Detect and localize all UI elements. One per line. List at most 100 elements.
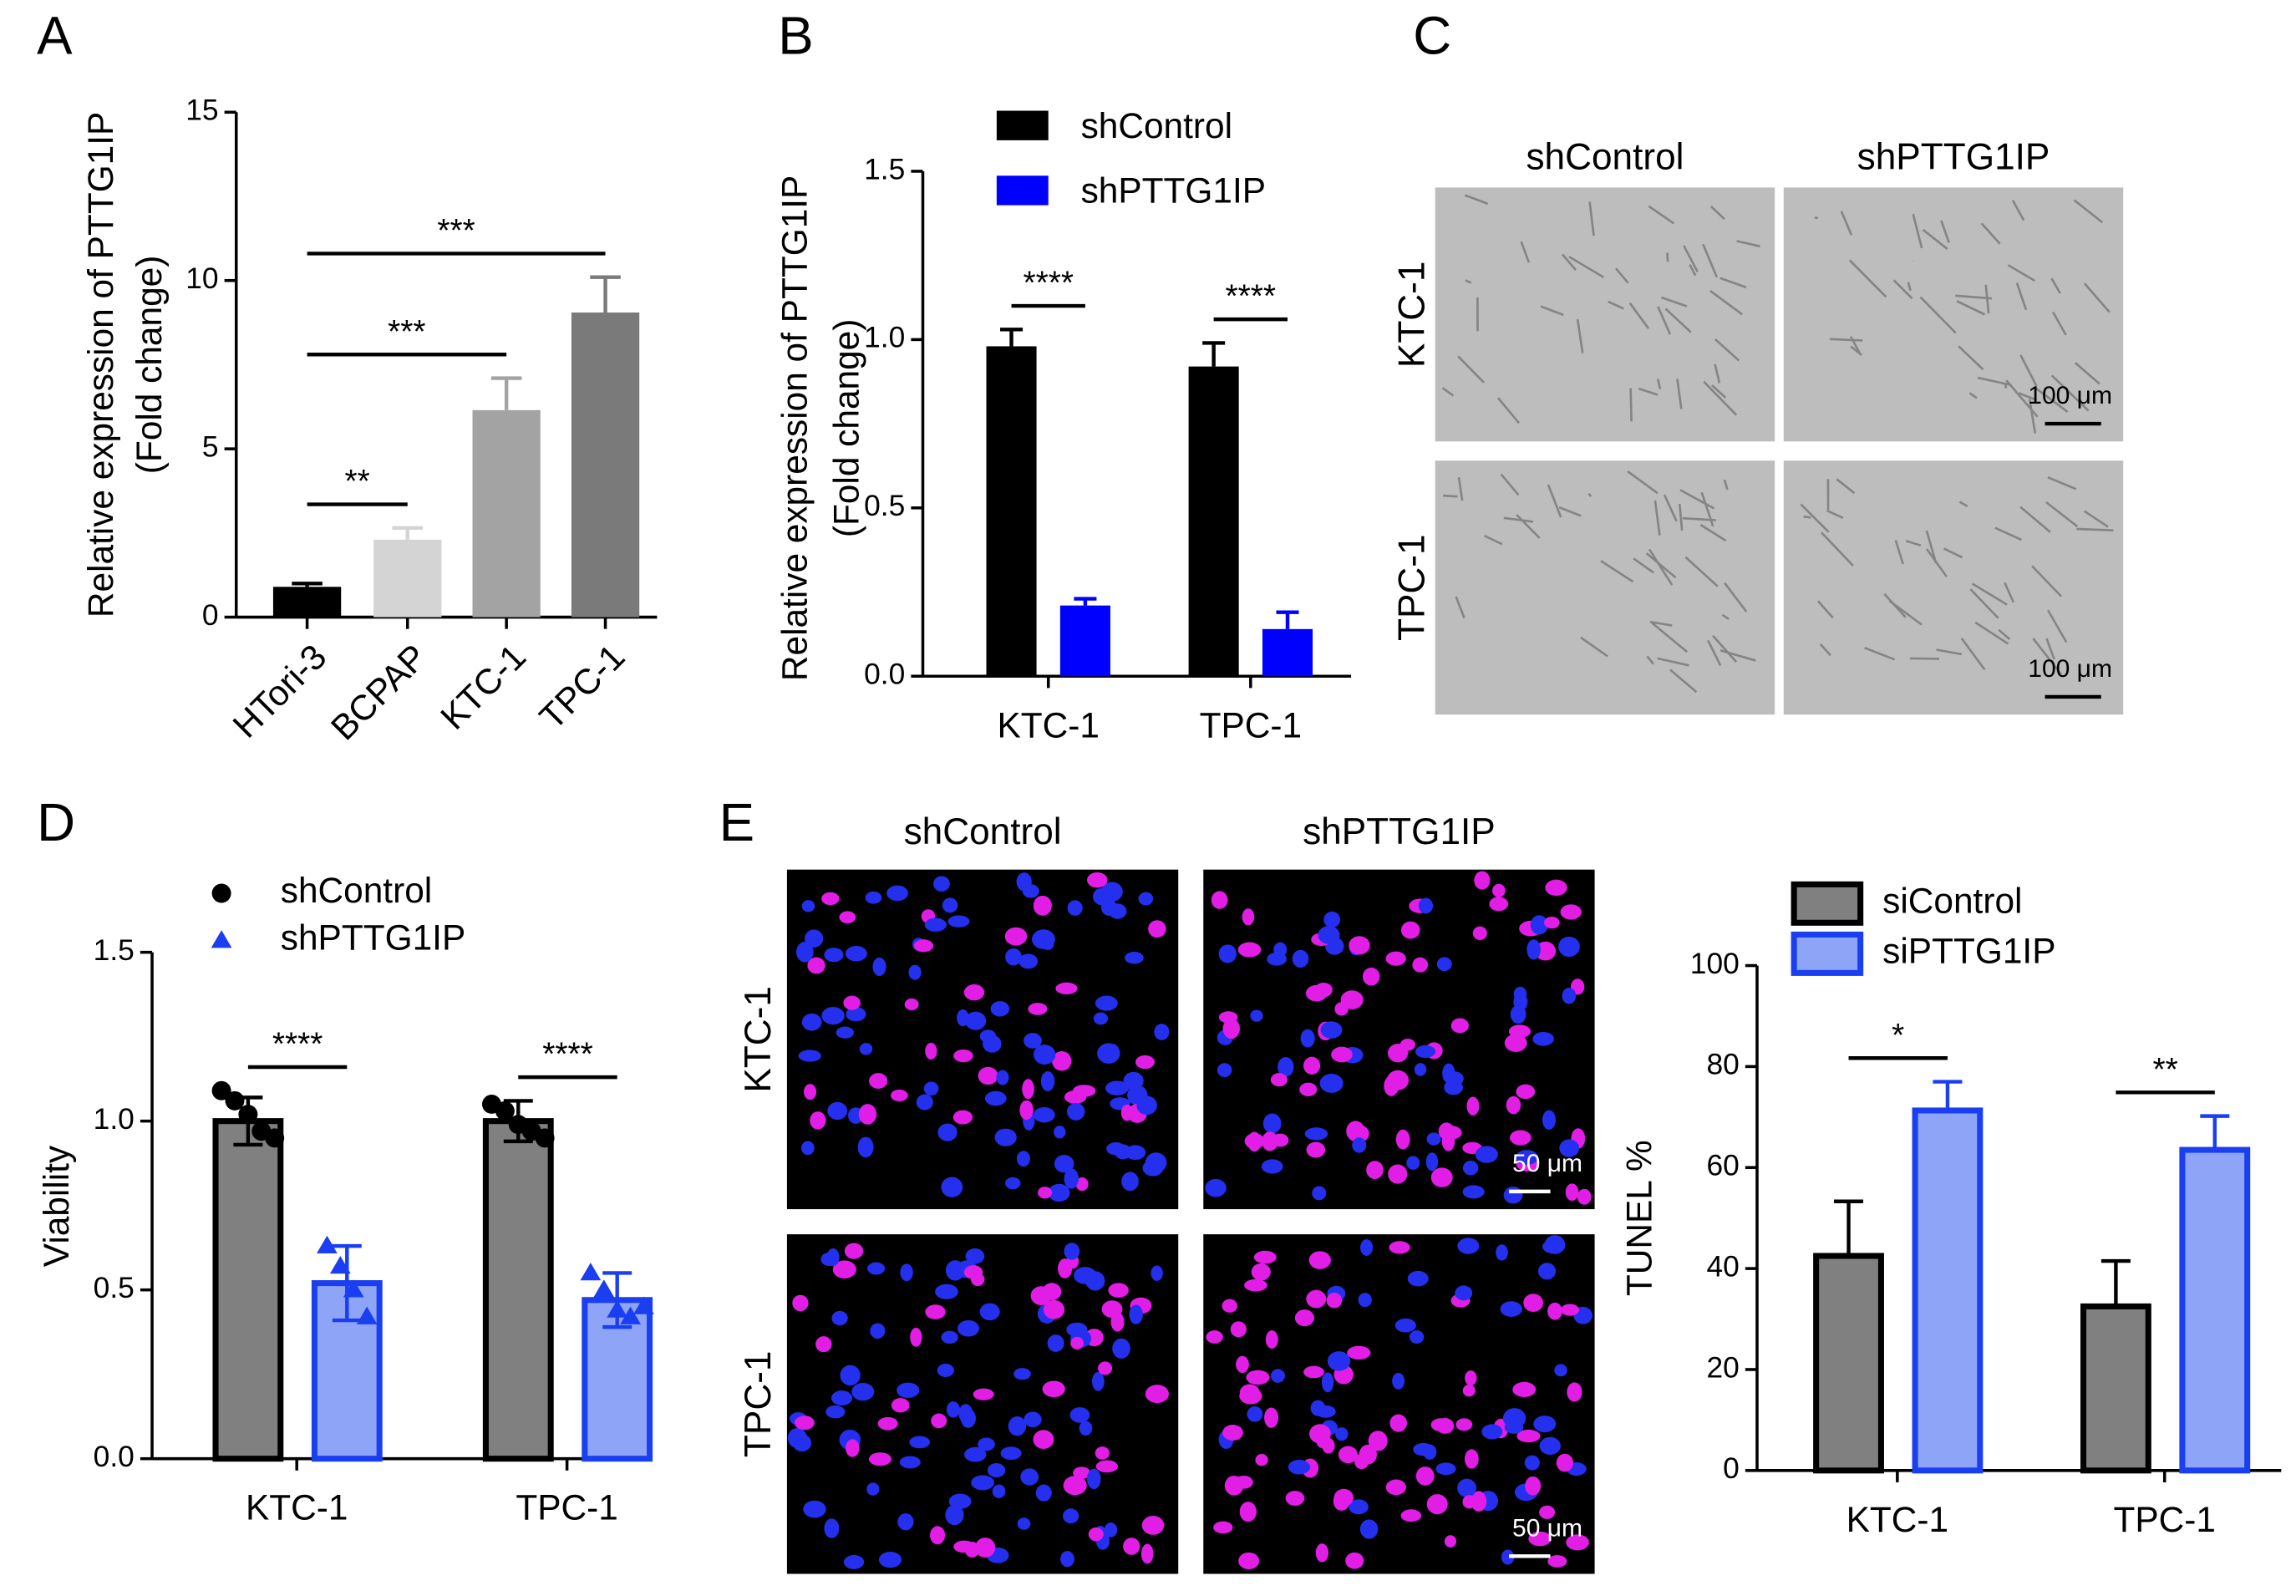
x-tick-label: TPC-1 bbox=[532, 637, 632, 737]
y-tick-label: 40 bbox=[1706, 1250, 1739, 1283]
nucleus bbox=[1331, 1046, 1353, 1063]
nucleus bbox=[794, 1416, 815, 1431]
nucleus bbox=[992, 1484, 1006, 1498]
y-tick-label: 5 bbox=[202, 430, 219, 463]
y-tick-label: 1.5 bbox=[94, 934, 135, 967]
nucleus bbox=[1072, 1085, 1096, 1097]
cell bbox=[1926, 548, 1948, 577]
nucleus bbox=[1136, 1095, 1157, 1116]
nucleus bbox=[1244, 1278, 1267, 1292]
x-tick-label: BCPAP bbox=[323, 637, 434, 748]
nucleus bbox=[1097, 1043, 1120, 1064]
cell bbox=[1600, 560, 1634, 583]
nucleus bbox=[996, 1070, 1009, 1085]
cell bbox=[1587, 492, 1592, 498]
nucleus bbox=[1265, 1330, 1278, 1349]
significance-label: *** bbox=[388, 314, 425, 350]
nucleus bbox=[1028, 1003, 1048, 1015]
nucleus bbox=[1425, 1152, 1439, 1172]
nucleus bbox=[870, 1323, 886, 1339]
cell bbox=[1627, 470, 1659, 495]
cell bbox=[1968, 392, 1978, 399]
cell bbox=[1912, 213, 1923, 249]
cell bbox=[1907, 282, 1912, 292]
nucleus bbox=[1151, 1265, 1163, 1281]
nucleus bbox=[910, 1327, 922, 1347]
nucleus bbox=[1516, 1429, 1541, 1443]
nucleus bbox=[941, 1330, 958, 1344]
y-tick-label: 0 bbox=[1723, 1452, 1740, 1485]
nucleus bbox=[1400, 921, 1420, 939]
nucleus bbox=[1515, 1150, 1539, 1165]
nucleus bbox=[1533, 1416, 1557, 1433]
significance-label: ** bbox=[2152, 1052, 2177, 1088]
cell bbox=[1821, 531, 1854, 567]
y-axis-label: Viability bbox=[37, 1145, 76, 1267]
nucleus bbox=[1024, 1411, 1042, 1428]
nucleus bbox=[800, 1141, 815, 1156]
row-label: TPC-1 bbox=[1392, 534, 1433, 641]
column-label: shPTTG1IP bbox=[1303, 811, 1496, 852]
nucleus bbox=[930, 1526, 946, 1545]
nucleus bbox=[1088, 1527, 1104, 1542]
nucleus bbox=[924, 917, 947, 932]
nucleus bbox=[1034, 1045, 1056, 1065]
nucleus bbox=[1087, 1468, 1101, 1490]
nucleus bbox=[908, 964, 922, 980]
nucleus bbox=[1040, 1071, 1055, 1092]
cell bbox=[1724, 582, 1748, 612]
nucleus bbox=[844, 1243, 864, 1259]
data-point bbox=[211, 1080, 231, 1100]
y-tick-label: 0.0 bbox=[864, 658, 905, 691]
bar bbox=[1912, 1107, 1984, 1474]
nucleus bbox=[1562, 988, 1577, 1004]
nucleus bbox=[1525, 1476, 1542, 1496]
nucleus bbox=[1255, 1453, 1268, 1466]
nucleus bbox=[807, 957, 825, 974]
nucleus bbox=[1407, 1270, 1429, 1287]
nucleus bbox=[1413, 1442, 1434, 1456]
nucleus bbox=[1465, 1370, 1477, 1386]
nucleus bbox=[958, 1320, 980, 1337]
nucleus bbox=[1033, 1107, 1055, 1123]
nucleus bbox=[1242, 908, 1255, 926]
nucleus bbox=[859, 1043, 873, 1055]
row-label: TPC-1 bbox=[738, 1351, 779, 1458]
nucleus bbox=[1392, 1372, 1405, 1390]
nucleus bbox=[1246, 1370, 1270, 1385]
cell bbox=[1503, 516, 1534, 523]
nucleus bbox=[1442, 1063, 1455, 1084]
nucleus bbox=[1038, 1187, 1053, 1199]
nucleus bbox=[953, 1540, 975, 1553]
nucleus bbox=[1435, 1418, 1455, 1434]
nucleus bbox=[1238, 1552, 1260, 1570]
nucleus bbox=[1218, 944, 1237, 963]
cell bbox=[1816, 600, 1834, 619]
cell bbox=[1909, 657, 1940, 660]
cell bbox=[1960, 638, 1986, 671]
bar bbox=[1188, 366, 1239, 677]
cell bbox=[1971, 582, 2008, 606]
nucleus bbox=[825, 1405, 846, 1419]
nucleus bbox=[1285, 1491, 1305, 1506]
significance-label: *** bbox=[437, 213, 475, 249]
cell bbox=[1864, 647, 1896, 661]
nucleus bbox=[1101, 1300, 1123, 1319]
nucleus bbox=[1019, 1100, 1034, 1121]
nucleus bbox=[857, 1136, 874, 1158]
nucleus bbox=[1218, 1011, 1238, 1024]
nucleus bbox=[937, 1123, 958, 1141]
nucleus bbox=[1125, 952, 1144, 964]
nucleus bbox=[1306, 1289, 1327, 1309]
data-point bbox=[317, 1235, 338, 1253]
nucleus bbox=[831, 1310, 848, 1326]
nucleus bbox=[1042, 938, 1054, 951]
cell bbox=[1707, 639, 1722, 667]
nucleus bbox=[1005, 948, 1022, 966]
nucleus bbox=[1033, 1430, 1054, 1449]
nucleus bbox=[1474, 871, 1491, 890]
nucleus bbox=[1042, 1380, 1065, 1398]
nucleus bbox=[1106, 1142, 1126, 1156]
cell bbox=[1894, 540, 1904, 565]
nucleus bbox=[1105, 1080, 1129, 1095]
